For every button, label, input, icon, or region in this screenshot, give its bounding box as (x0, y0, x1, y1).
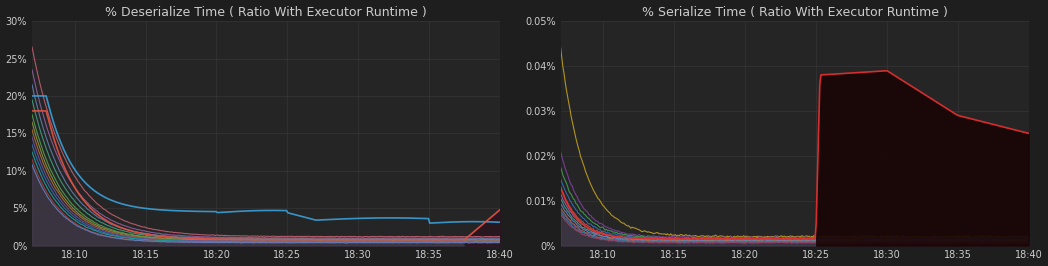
Title: % Serialize Time ( Ratio With Executor Runtime ): % Serialize Time ( Ratio With Executor R… (641, 6, 947, 19)
Title: % Deserialize Time ( Ratio With Executor Runtime ): % Deserialize Time ( Ratio With Executor… (105, 6, 427, 19)
